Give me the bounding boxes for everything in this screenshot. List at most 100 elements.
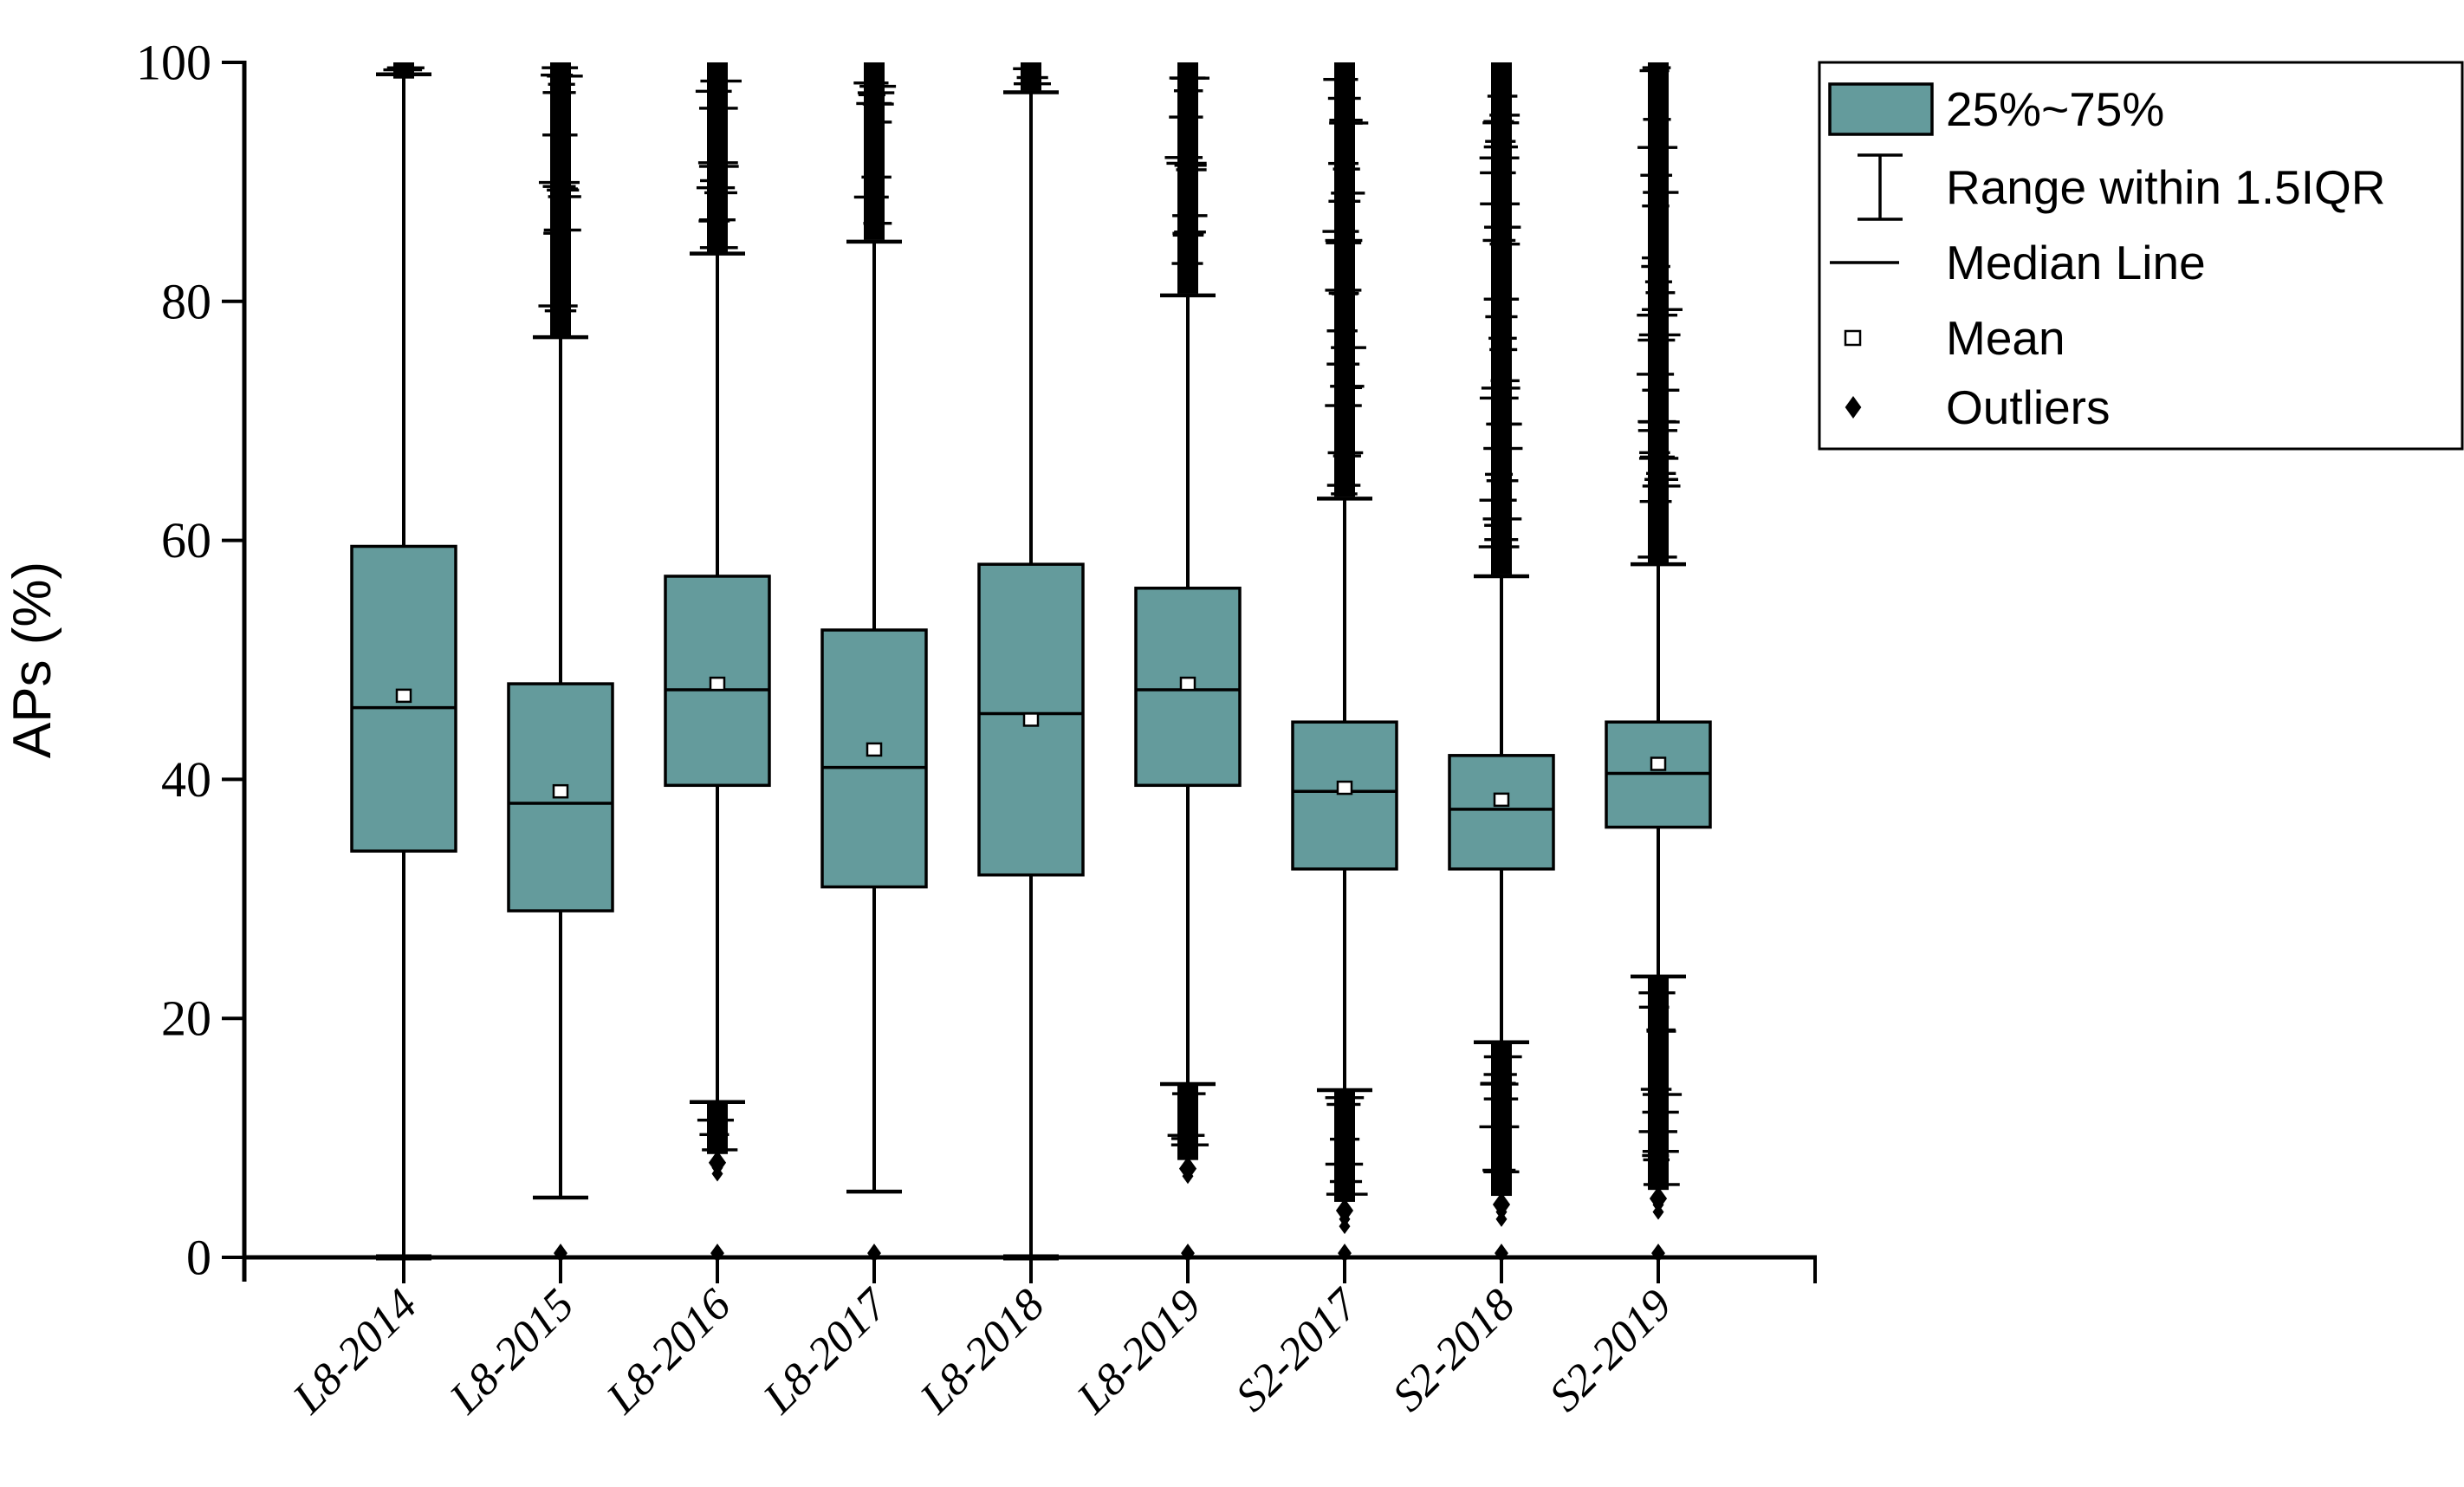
x-category-label: S2-2019 xyxy=(1540,1280,1682,1421)
outlier-column-top-speck xyxy=(1328,291,1359,295)
outlier-column-bottom-speck xyxy=(1325,1095,1365,1100)
outlier-column-top-core xyxy=(1648,62,1669,563)
outlier-column-bottom-speck xyxy=(1326,1102,1361,1107)
outlier-column-bottom-speck xyxy=(1330,1137,1360,1141)
outlier-column-bottom-speck xyxy=(1171,1092,1206,1095)
outlier-column-top-speck xyxy=(1171,262,1203,265)
outlier-column-top-speck xyxy=(1322,230,1359,233)
outlier-column-top-speck xyxy=(543,231,571,235)
outlier-column-bottom-speck xyxy=(1326,1192,1368,1196)
outlier-column-top-speck xyxy=(1331,492,1358,496)
outlier-column-top-speck xyxy=(862,102,894,106)
outlier-column-top-speck xyxy=(1637,373,1675,376)
outlier-column-top-speck xyxy=(1490,379,1520,383)
outlier-column-top-speck xyxy=(1479,156,1520,159)
outlier-column-top-speck xyxy=(699,246,738,250)
outlier-column-top-speck xyxy=(1640,173,1673,177)
x-category-label: S2-2017 xyxy=(1227,1279,1369,1421)
outlier-column-top-speck xyxy=(865,120,892,124)
outlier-column-top-speck xyxy=(1482,517,1522,521)
outlier-column-top-speck xyxy=(1484,523,1511,527)
outlier-column-top-speck xyxy=(1173,89,1203,93)
outlier-column-bottom-speck xyxy=(1325,1162,1364,1166)
outlier-column-top-speck xyxy=(541,66,579,69)
x-category-label: L8-2016 xyxy=(597,1280,741,1424)
outlier-column-top-speck xyxy=(695,89,732,94)
outlier-diamond-axis xyxy=(710,1243,724,1263)
mean-marker xyxy=(1493,792,1510,808)
outlier-column-top-speck xyxy=(1642,308,1683,311)
outlier-column-top-speck xyxy=(1483,446,1523,451)
outlier-column-top-speck xyxy=(1637,419,1676,424)
outlier-column-top xyxy=(1013,62,1051,91)
outlier-column-top-speck xyxy=(857,91,895,94)
outlier-column-bottom-speck xyxy=(1170,1143,1209,1146)
legend-label: Outliers xyxy=(1946,380,2111,434)
outlier-column-top xyxy=(538,62,583,336)
outlier-column-top xyxy=(1637,62,1683,563)
mean-marker xyxy=(1179,676,1196,692)
outlier-column-top-speck xyxy=(1331,192,1365,195)
mean-marker xyxy=(1336,780,1353,795)
outlier-column-bottom xyxy=(1325,1089,1368,1202)
outlier-diamond-axis xyxy=(1181,1243,1195,1263)
outlier-column-top-speck xyxy=(1333,454,1361,458)
iqr-box xyxy=(1448,754,1555,871)
outlier-column-top-speck xyxy=(698,107,738,110)
outlier-column-top-speck xyxy=(1329,118,1363,122)
y-tick-label: 100 xyxy=(136,35,211,91)
outlier-column-top-speck xyxy=(1646,471,1676,476)
outlier-column-top-speck xyxy=(863,222,892,225)
outlier-column-bottom-speck xyxy=(702,1148,738,1152)
outlier-diamond-axis xyxy=(1338,1243,1352,1263)
outlier-column-top-speck xyxy=(698,219,730,223)
outlier-column-bottom-speck xyxy=(1643,1183,1680,1186)
outlier-diamond-axis xyxy=(867,1243,881,1263)
x-category-label: L8-2014 xyxy=(283,1280,427,1424)
outlier-column-top-speck xyxy=(1489,114,1521,117)
outlier-column-top-speck xyxy=(1169,76,1206,80)
outlier-column-bottom-speck xyxy=(1329,1179,1363,1184)
y-axis-title: APs (%) xyxy=(3,562,62,758)
iqr-box xyxy=(1291,720,1398,871)
outlier-column-top-speck xyxy=(1487,94,1518,98)
outlier-column-top-speck xyxy=(1645,291,1676,295)
outlier-column-top-speck xyxy=(544,308,577,313)
legend: 25%~75% Range within 1.5IQR Median Line Mea… xyxy=(1818,61,2464,451)
outlier-column-top-speck xyxy=(1013,67,1041,71)
mean-marker xyxy=(866,742,883,757)
outlier-column-top-speck xyxy=(1176,168,1207,172)
x-category-label: S2-2018 xyxy=(1384,1280,1525,1421)
outlier-column-top-speck xyxy=(1323,77,1358,81)
mean-marker xyxy=(395,688,412,704)
outlier-column-bottom-speck xyxy=(1640,1088,1672,1091)
outlier-column-top-core xyxy=(550,62,571,336)
outlier-column-top-speck xyxy=(1326,241,1362,244)
outlier-column-top-speck xyxy=(1333,167,1360,171)
outlier-column-top-speck xyxy=(1637,338,1676,342)
outlier-column-top-speck xyxy=(1637,313,1678,317)
outlier-column-top xyxy=(1478,62,1523,575)
outlier-column-top-speck xyxy=(1325,404,1362,407)
box-group-L8-2018 xyxy=(977,62,1085,1261)
outlier-column-top-speck xyxy=(1638,333,1681,337)
box-swatch-rect xyxy=(1828,82,1934,136)
iqr-box xyxy=(820,628,928,889)
mean-marker xyxy=(552,783,569,799)
outlier-column-top-speck xyxy=(1326,362,1360,366)
outlier-column-top-speck xyxy=(1637,146,1678,149)
outlier-column-top-speck xyxy=(1484,537,1519,542)
x-category-label: L8-2018 xyxy=(911,1280,1054,1424)
outlier-diamond xyxy=(1495,1211,1508,1227)
outlier-column-bottom-speck xyxy=(1167,1133,1205,1137)
outlier-column-bottom-core xyxy=(1334,1089,1355,1202)
outlier-column-bottom xyxy=(1638,976,1683,1191)
outlier-diamond-axis xyxy=(554,1243,567,1263)
outlier-column-top-speck xyxy=(1644,280,1672,283)
outlier-column-top xyxy=(695,62,742,252)
x-category-label: L8-2019 xyxy=(1067,1280,1211,1424)
outlier-column-top-speck xyxy=(1643,191,1679,194)
outlier-column-top xyxy=(853,62,897,240)
outlier-column-top-speck xyxy=(1642,256,1669,260)
outlier-column-top-speck xyxy=(861,175,892,179)
